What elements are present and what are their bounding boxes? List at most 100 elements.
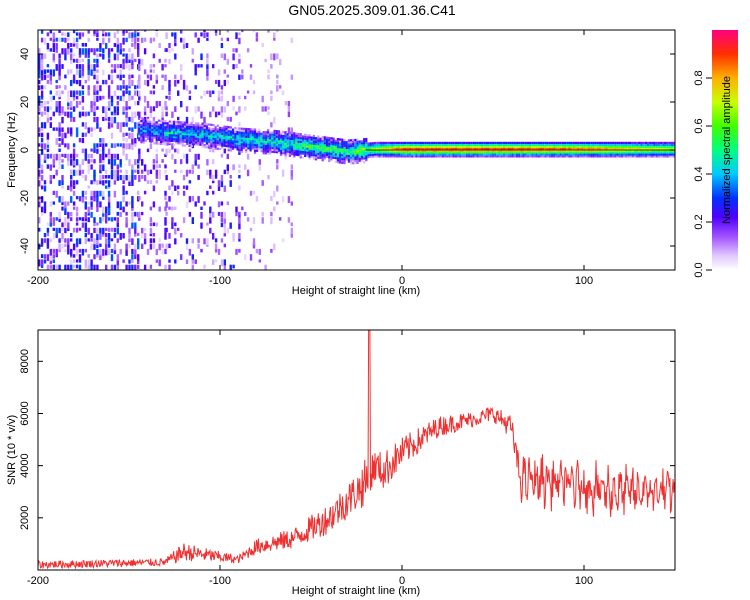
spectrogram-ridge-cell: [500, 147, 503, 150]
spectrogram-ridge-cell: [561, 151, 564, 154]
spectrogram-ridge-cell: [577, 151, 580, 154]
spectrogram-noise-cell: [64, 217, 67, 224]
spectrogram-noise-cell: [64, 227, 67, 234]
colorbar: 0.00.20.40.60.8 Normalized spectral ampl…: [693, 30, 738, 278]
spectrogram-ridge-cell: [526, 155, 530, 158]
spectrogram-noise-cell: [38, 201, 41, 208]
spectrogram-ridge-cell: [284, 142, 287, 145]
spectrogram-ridge-cell: [387, 153, 390, 156]
spectrogram-noise-cell: [206, 90, 209, 94]
spectrogram-noise-cell: [125, 138, 128, 142]
spectrogram-ridge-cell: [389, 141, 392, 144]
spectrogram-ridge-cell: [218, 128, 222, 131]
spectrogram-ridge-cell: [258, 144, 261, 147]
spectrogram-noise-cell: [152, 85, 156, 89]
spectrogram-ridge-cell: [267, 152, 270, 155]
spectrogram-noise-cell: [55, 85, 58, 89]
spectrogram-ridge-cell: [282, 152, 285, 155]
spectrogram-noise-cell: [220, 95, 224, 102]
spectrogram-ridge-cell: [315, 137, 318, 140]
spectrogram-noise-cell: [209, 148, 212, 153]
spectrogram-noise-cell: [155, 159, 158, 164]
spectrogram-noise-cell: [270, 211, 273, 217]
spectrogram-noise-cell: [119, 164, 122, 168]
spectrogram-ridge-cell: [531, 147, 534, 150]
spectrogram-ridge-cell: [194, 135, 198, 138]
spectrogram-ridge-cell: [358, 159, 361, 162]
spectrogram-noise-cell: [75, 69, 79, 75]
spectrogram-ridge-cell: [349, 158, 353, 161]
spectrogram-ridge-cell: [212, 143, 215, 146]
spectrogram-ridge-cell: [367, 152, 370, 155]
spectrogram-ridge-cell: [463, 147, 466, 150]
spectrogram-noise-cell: [116, 222, 119, 228]
spectrogram-noise-cell: [40, 122, 44, 128]
spectrogram-ridge-cell: [321, 159, 324, 162]
spectrogram-ridge-cell: [481, 153, 484, 156]
spectrogram-noise-cell: [209, 211, 212, 218]
spectrogram-noise-cell: [72, 153, 76, 161]
spectrogram-noise-cell: [67, 32, 70, 37]
spectrogram-ridge-cell: [236, 140, 239, 143]
spectrogram-noise-cell: [276, 159, 279, 164]
spectrogram-noise-cell: [67, 264, 70, 270]
spectrogram-ridge-cell: [609, 151, 612, 154]
spectrogram-ridge-cell: [310, 138, 313, 141]
spectrogram-ridge-cell: [295, 153, 298, 156]
spectrogram-ridge-cell: [227, 145, 230, 148]
spectrogram-ridge-cell: [330, 142, 333, 146]
spectrogram-noise-cell: [107, 243, 111, 248]
spectrogram-ridge-cell: [533, 141, 536, 144]
spectrogram-noise-cell: [238, 74, 241, 80]
spectrogram-ridge-cell: [258, 128, 261, 131]
snr-x-ticks: -200 -100 0 100: [27, 330, 593, 587]
spectrogram-ridge-cell: [352, 152, 355, 155]
spectrogram-ridge-cell: [155, 140, 158, 143]
spectrogram-ridge-cell: [476, 145, 479, 148]
spectrogram-ridge-cell: [325, 155, 329, 158]
spectrogram-ridge-cell: [260, 138, 263, 141]
spectrogram-ridge-cell: [253, 136, 257, 139]
spectrogram-ridge-cell: [295, 142, 298, 145]
spectrogram-noise-cell: [229, 222, 232, 229]
spectrogram-ridge-cell: [277, 139, 281, 143]
spectrogram-ridge-cell: [205, 132, 208, 135]
spectrogram-noise-cell: [258, 159, 261, 165]
spectrogram-ridge-cell: [203, 124, 206, 127]
spectrogram-ridge-cell: [247, 147, 250, 150]
spectrogram-noise-cell: [40, 58, 44, 64]
spectrogram-noise-cell: [61, 138, 64, 145]
spectrogram-ridge-cell: [598, 147, 602, 150]
spectrogram-ridge-cell: [476, 153, 479, 156]
spectrogram-noise-cell: [40, 111, 44, 117]
spectrogram-ridge-cell: [194, 124, 198, 127]
spectrogram-ridge-cell: [308, 147, 311, 150]
spectrogram-noise-cell: [58, 64, 61, 71]
spectrogram-noise-cell: [52, 58, 55, 63]
spectrogram-ridge-cell: [186, 131, 189, 134]
spectrogram-ridge-cell: [151, 124, 154, 127]
spectrogram-noise-cell: [49, 201, 52, 207]
spectrogram-noise-cell: [70, 180, 73, 187]
spectrogram-ridge-cell: [218, 134, 222, 137]
spectrogram-noise-cell: [113, 227, 117, 233]
spectrogram-ridge-cell: [142, 122, 145, 125]
spectrogram-ridge-cell: [522, 155, 525, 158]
spectrogram-ridge-cell: [277, 149, 281, 152]
spectrogram-ridge-cell: [376, 149, 379, 152]
spectrogram-noise-cell: [264, 106, 267, 112]
spectrogram-noise-cell: [246, 90, 250, 94]
spectrogram-ridge-cell: [668, 147, 671, 150]
spectrogram-ridge-cell: [616, 147, 619, 150]
spectrogram-ridge-cell: [577, 145, 580, 148]
spectrogram-ridge-cell: [640, 147, 643, 150]
spectrogram-noise-cell: [246, 217, 250, 222]
spectrogram-ridge-cell: [640, 141, 643, 144]
spectrogram-noise-cell: [46, 48, 50, 52]
spectrogram-ridge-cell: [671, 151, 674, 154]
spectrogram-noise-cell: [229, 175, 232, 179]
spectrogram-noise-cell: [40, 243, 44, 247]
spectrogram-ridge-cell: [203, 138, 206, 141]
spectrogram-noise-cell: [252, 90, 256, 95]
spectrogram-noise-cell: [46, 233, 50, 237]
